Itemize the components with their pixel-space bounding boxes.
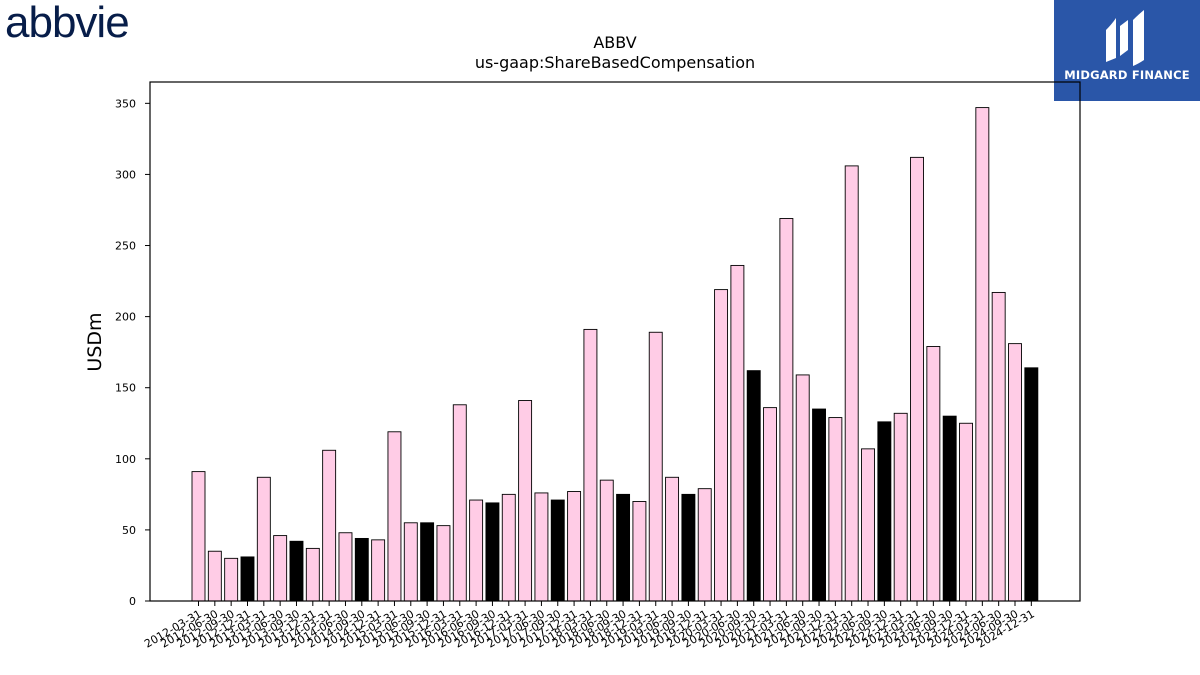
y-tick-label: 0 xyxy=(129,595,136,608)
bar-2014-03-31 xyxy=(322,449,337,602)
bar-2023-06-30 xyxy=(926,346,941,602)
bar-2013-06-30 xyxy=(273,535,288,602)
abbvie-logo: abbvie xyxy=(5,0,130,47)
bar-2020-09-30 xyxy=(746,370,761,602)
y-axis-label: USDm xyxy=(84,312,106,371)
midgard-emblem-icon xyxy=(1106,10,1144,66)
bar-2019-03-31 xyxy=(648,331,663,602)
bar-2023-09-30 xyxy=(942,415,957,602)
bar-2020-03-31 xyxy=(714,289,729,602)
bar-2014-09-30 xyxy=(354,537,369,602)
bar-2013-09-30 xyxy=(289,540,304,602)
bar-2015-09-30 xyxy=(420,522,435,602)
bar-2012-03-31 xyxy=(191,471,206,602)
bar-2022-12-31 xyxy=(893,412,908,602)
bar-2020-06-30 xyxy=(730,264,745,602)
bar-2024-09-30 xyxy=(1008,343,1022,602)
bar-2023-03-31 xyxy=(910,156,924,602)
y-tick-label: 50 xyxy=(122,524,136,537)
bar-2012-09-30 xyxy=(224,557,239,602)
bar-2021-03-31 xyxy=(779,218,794,602)
y-tick-label: 250 xyxy=(115,240,136,253)
bar-2012-06-30 xyxy=(207,550,222,602)
bar-2022-06-30 xyxy=(861,448,875,602)
bar-2016-06-30 xyxy=(469,499,484,602)
bar-2017-12-31 xyxy=(567,491,582,602)
chart-title: ABBV xyxy=(593,33,636,52)
bar-2023-12-31 xyxy=(959,422,973,602)
bar-2014-12-31 xyxy=(371,539,386,602)
bar-2024-06-30 xyxy=(991,291,1006,602)
bar-2022-09-30 xyxy=(877,421,892,602)
bar-2015-03-31 xyxy=(387,431,402,602)
y-tick-label: 200 xyxy=(115,311,136,324)
bar-2013-03-31 xyxy=(256,476,271,602)
bar-2018-03-31 xyxy=(583,328,598,602)
bar-2013-12-31 xyxy=(305,547,320,602)
bar-2021-12-31 xyxy=(828,417,843,602)
bar-2012-12-31 xyxy=(240,556,255,602)
bar-2016-12-31 xyxy=(501,493,516,602)
bar-2024-12-31 xyxy=(1024,367,1039,602)
chart-subtitle: us-gaap:ShareBasedCompensation xyxy=(475,53,755,72)
bar-2016-03-31 xyxy=(452,404,467,602)
bar-2017-06-30 xyxy=(534,492,549,602)
bar-2015-12-31 xyxy=(436,525,451,602)
bar-2021-09-30 xyxy=(812,408,826,602)
y-tick-label: 300 xyxy=(115,168,136,181)
y-tick-label: 100 xyxy=(115,453,136,466)
bar-2019-12-31 xyxy=(697,488,712,602)
bar-2015-06-30 xyxy=(403,522,418,602)
bars-group xyxy=(191,107,1039,602)
bar-2018-12-31 xyxy=(632,501,647,602)
bar-2016-09-30 xyxy=(485,502,500,602)
y-tick-label: 350 xyxy=(115,97,136,110)
bar-2019-06-30 xyxy=(665,476,680,602)
plot-frame xyxy=(149,81,1081,602)
bar-2014-06-30 xyxy=(338,532,353,602)
bar-2020-12-31 xyxy=(763,407,777,602)
bar-2024-03-31 xyxy=(975,107,990,602)
bar-2019-09-30 xyxy=(681,493,696,602)
bar-2021-06-30 xyxy=(795,374,810,602)
midgard-finance-logo: MIDGARD FINANCE xyxy=(1054,0,1200,101)
bar-2017-09-30 xyxy=(550,499,565,602)
midgard-finance-text: MIDGARD FINANCE xyxy=(1064,68,1190,82)
y-axis: 0 50 100 150 200 250 300 350 xyxy=(115,97,150,608)
bar-2018-09-30 xyxy=(616,493,631,602)
y-tick-label: 150 xyxy=(115,382,136,395)
bar-2018-06-30 xyxy=(599,479,614,602)
bar-2017-03-31 xyxy=(518,400,533,602)
x-axis: 2012-03-312012-06-302012-09-302012-12-31… xyxy=(142,601,1037,651)
bar-2022-03-31 xyxy=(844,165,859,602)
